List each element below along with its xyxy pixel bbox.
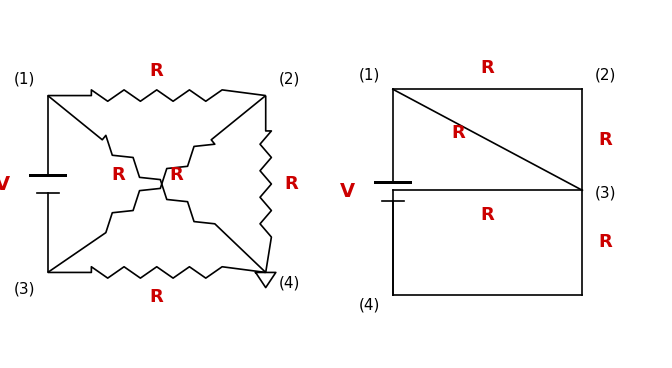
Text: (4): (4) xyxy=(359,298,380,313)
Text: R: R xyxy=(150,62,163,80)
Text: R: R xyxy=(480,206,495,224)
Text: (2): (2) xyxy=(595,68,616,83)
Text: (2): (2) xyxy=(278,71,300,86)
Text: R: R xyxy=(169,166,183,184)
Text: R: R xyxy=(598,131,612,149)
Text: (3): (3) xyxy=(13,282,35,297)
Text: R: R xyxy=(598,233,612,251)
Text: (4): (4) xyxy=(278,276,300,291)
Text: (1): (1) xyxy=(13,71,35,86)
Text: R: R xyxy=(480,59,495,77)
Text: (3): (3) xyxy=(595,186,616,201)
Text: R: R xyxy=(150,288,163,306)
Text: (1): (1) xyxy=(359,68,380,83)
Text: V: V xyxy=(340,183,355,201)
Text: V: V xyxy=(0,174,10,194)
Text: R: R xyxy=(285,175,298,193)
Text: R: R xyxy=(112,166,125,184)
Text: R: R xyxy=(452,124,466,142)
